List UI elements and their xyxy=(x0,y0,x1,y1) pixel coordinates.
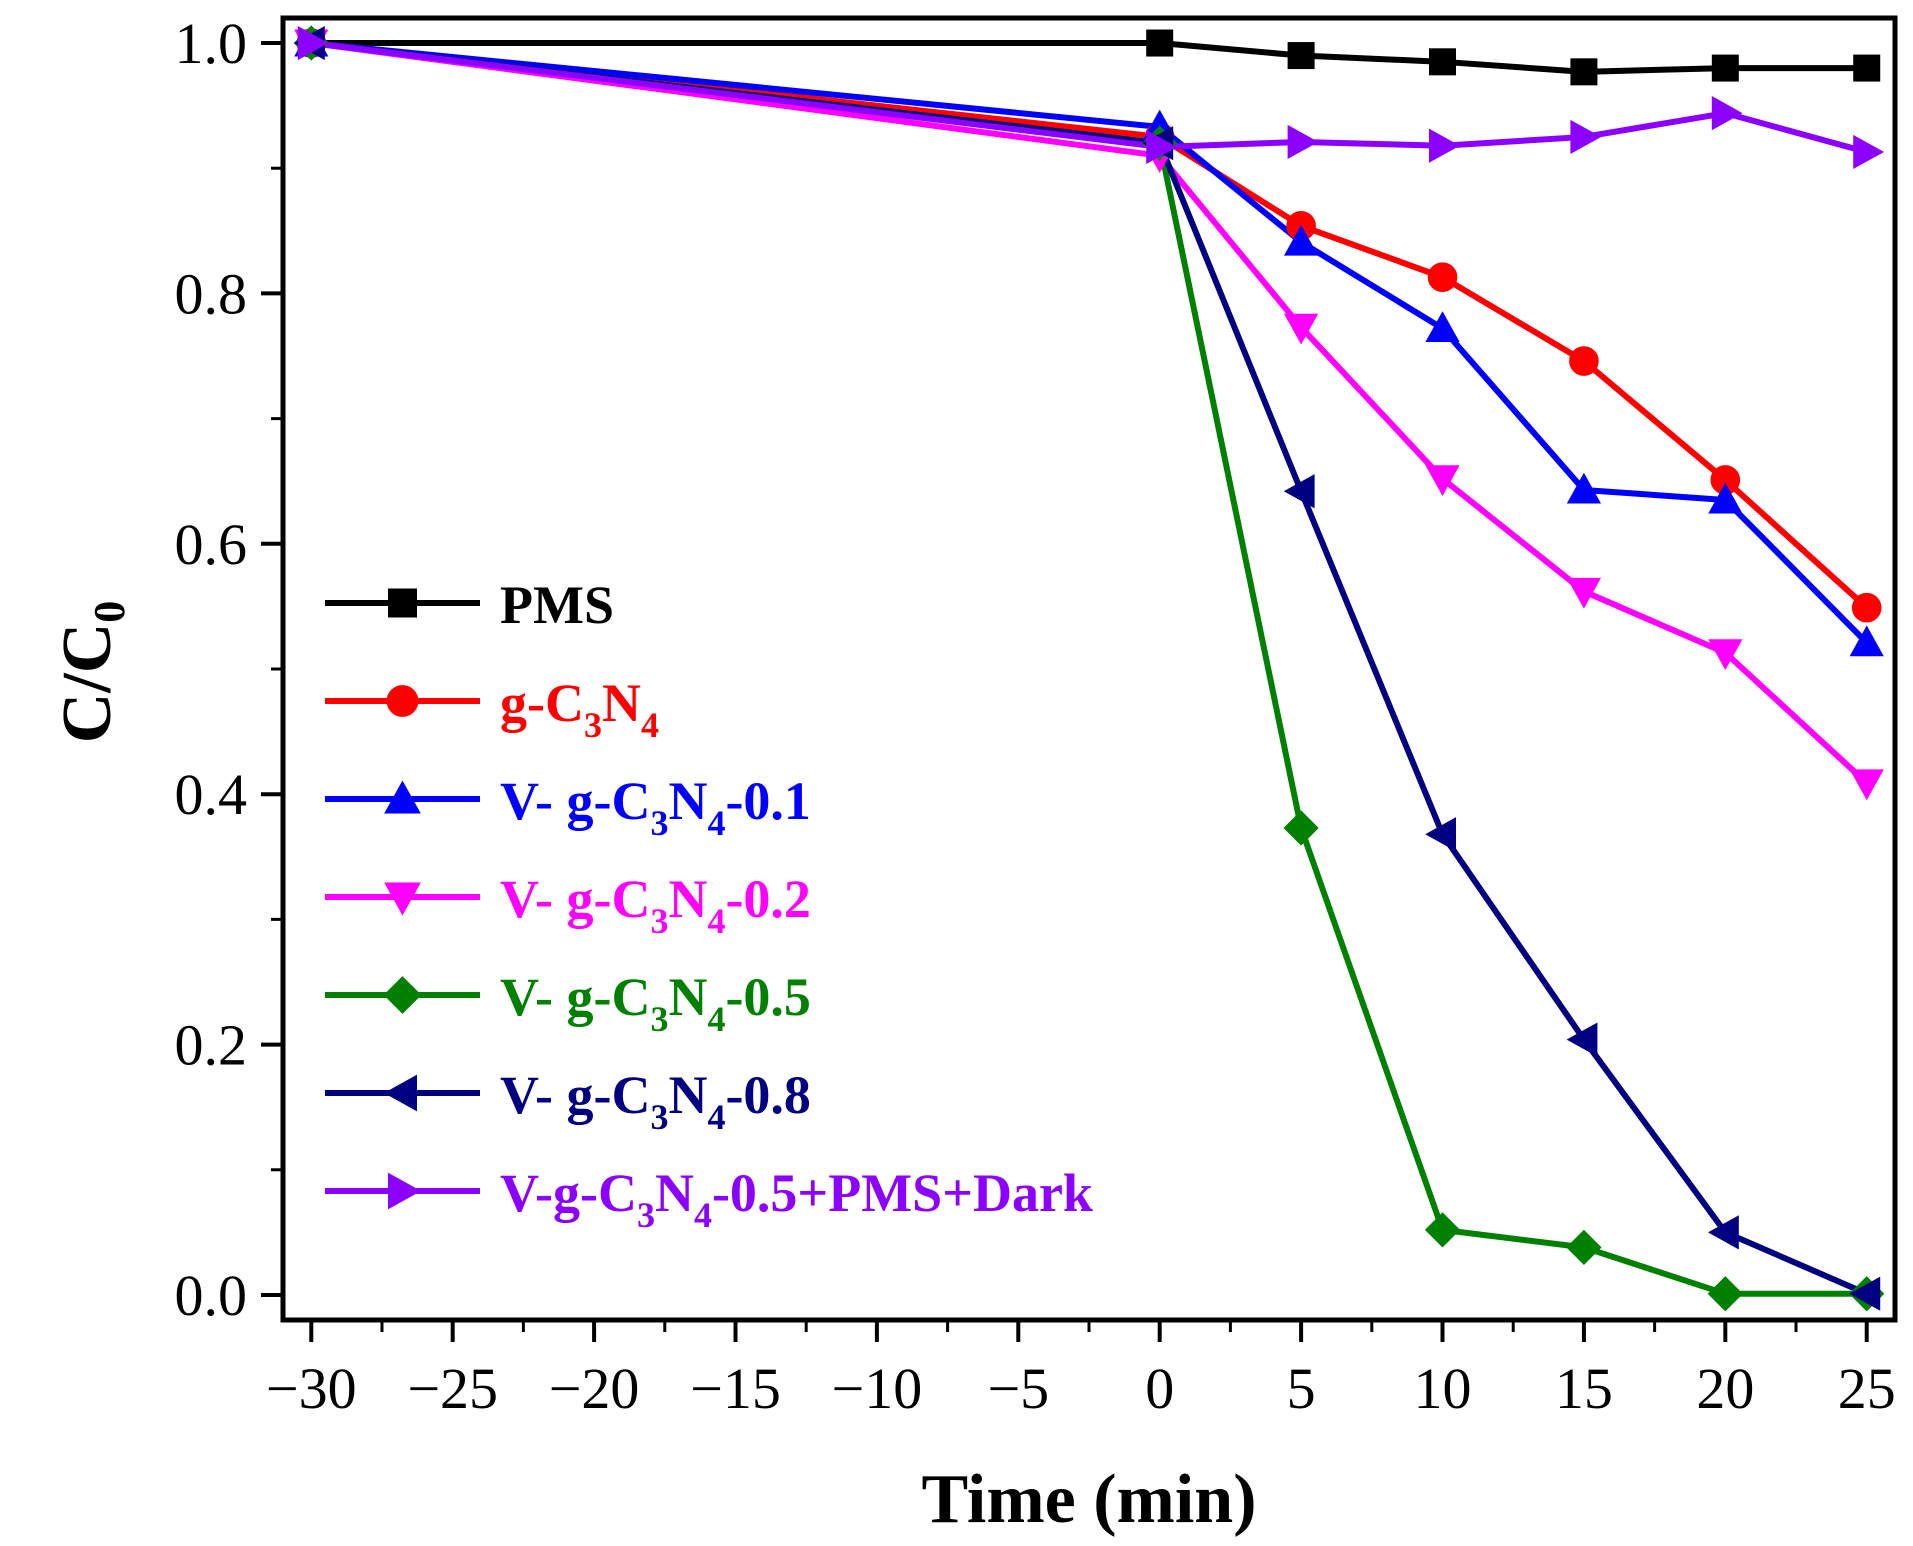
series-line-6 xyxy=(310,40,1868,155)
x-tick-label: −30 xyxy=(266,1356,357,1421)
series-point-6 xyxy=(1146,129,1177,165)
series-point-2 xyxy=(1566,472,1602,504)
legend-label: V- g-C3N4-0.8 xyxy=(500,1065,811,1137)
legend-label: V- g-C3N4-0.2 xyxy=(500,869,811,941)
y-axis-title-sub: 0 xyxy=(85,601,134,623)
legend: PMS g-C3N4 V- g-C3N4-0.1 V- g-C3N4-0.2 V- g-… xyxy=(325,575,1093,1235)
legend-item-3: V- g-C3N4-0.2 xyxy=(325,869,811,941)
series-point-6 xyxy=(1853,134,1884,170)
y-tick-label: 0.4 xyxy=(175,762,248,827)
legend-item-1: g-C3N4 xyxy=(325,673,659,745)
series-point-1 xyxy=(1851,592,1882,623)
series-point-4 xyxy=(1707,1276,1743,1312)
legend-marker xyxy=(384,882,421,916)
legend-label: V- g-C3N4-0.5 xyxy=(500,967,811,1039)
x-tick-label: 15 xyxy=(1555,1356,1613,1421)
y-tick-label: 0.0 xyxy=(175,1263,248,1328)
series-point-1 xyxy=(1427,262,1458,292)
legend-label: PMS xyxy=(500,575,614,635)
series-point-6 xyxy=(297,25,329,61)
x-tick-label: 20 xyxy=(1696,1356,1754,1421)
series-point-6 xyxy=(1429,128,1460,163)
legend-marker xyxy=(384,780,421,814)
x-tick-label: −25 xyxy=(407,1356,498,1421)
legend-marker xyxy=(388,1172,422,1210)
series-point-2 xyxy=(1425,311,1460,342)
y-tick-label: 0.6 xyxy=(175,512,248,577)
series-point-6 xyxy=(1711,96,1743,131)
series-point-0 xyxy=(1570,58,1598,86)
series-point-4 xyxy=(1424,1212,1461,1248)
legend-marker xyxy=(386,685,419,717)
series-point-6 xyxy=(1287,124,1319,160)
axis-ticks xyxy=(261,41,1869,1342)
series-point-3 xyxy=(1849,769,1884,801)
x-tick-label: −5 xyxy=(987,1356,1049,1421)
x-tick-label: −15 xyxy=(690,1356,781,1421)
x-axis-title: Time (min) xyxy=(921,1461,1256,1538)
series-point-3 xyxy=(1425,465,1460,496)
series-point-3 xyxy=(1284,313,1319,345)
legend-label: g-C3N4 xyxy=(500,673,659,745)
x-tick-label: −20 xyxy=(549,1356,640,1421)
series-point-4 xyxy=(1283,810,1319,846)
legend-item-2: V- g-C3N4-0.1 xyxy=(325,771,811,843)
x-tick-label: 0 xyxy=(1145,1356,1174,1421)
series-line-3 xyxy=(310,40,1869,786)
x-tick-label: 25 xyxy=(1838,1356,1896,1421)
series-point-6 xyxy=(1570,119,1602,155)
series-point-1 xyxy=(1569,346,1599,376)
series-point-5 xyxy=(1425,817,1457,852)
legend-item-6: V-g-C3N4-0.5+PMS+Dark xyxy=(325,1163,1093,1235)
series-point-5 xyxy=(1708,1215,1739,1250)
series-point-2 xyxy=(1849,625,1884,657)
y-axis-title-main: C/C xyxy=(49,623,126,744)
series-point-0 xyxy=(1429,48,1457,76)
x-tick-label: −10 xyxy=(832,1356,923,1421)
series-point-5 xyxy=(1566,1022,1598,1057)
series-point-2 xyxy=(1284,224,1319,256)
legend-item-0: PMS xyxy=(325,575,614,635)
series-point-0 xyxy=(1711,54,1739,82)
legend-marker xyxy=(383,976,422,1014)
legend-label: V-g-C3N4-0.5+PMS+Dark xyxy=(500,1163,1093,1235)
tick-labels: −30 −25 −20 −15 −10 −5 0 5 10 15 20 25 0.0 0.2 0.4 0.6 0… xyxy=(175,11,1896,1421)
legend-marker xyxy=(388,588,417,618)
x-tick-label: 10 xyxy=(1414,1356,1472,1421)
series-point-0 xyxy=(1853,54,1881,82)
legend-item-5: V- g-C3N4-0.8 xyxy=(325,1065,811,1137)
y-tick-label: 0.8 xyxy=(175,261,248,326)
y-tick-label: 1.0 xyxy=(175,11,248,76)
series-point-0 xyxy=(1146,29,1174,57)
series-point-4 xyxy=(1566,1229,1602,1265)
legend-marker xyxy=(383,1074,417,1112)
series-point-5 xyxy=(1283,474,1315,509)
series-point-3 xyxy=(1708,639,1743,671)
x-tick-label: 5 xyxy=(1287,1356,1316,1421)
series-point-0 xyxy=(1287,42,1315,70)
y-axis-title: C/C0 xyxy=(49,601,134,744)
legend-label: V- g-C3N4-0.1 xyxy=(500,771,811,843)
series-point-3 xyxy=(1566,577,1602,609)
y-tick-label: 0.2 xyxy=(175,1013,248,1078)
series-point-5 xyxy=(1849,1276,1881,1311)
series-markers xyxy=(293,25,1885,1312)
legend-item-4: V- g-C3N4-0.5 xyxy=(325,967,811,1039)
series-point-2 xyxy=(1708,482,1743,514)
